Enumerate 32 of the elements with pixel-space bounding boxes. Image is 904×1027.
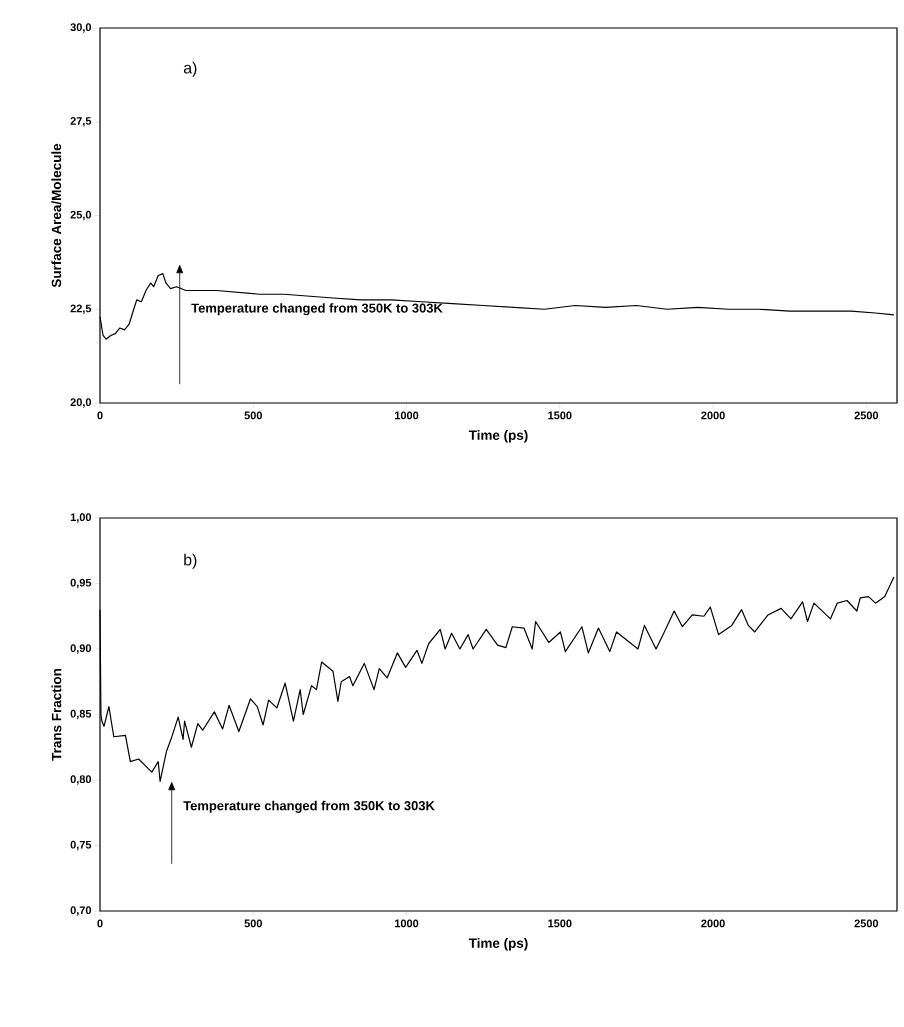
y-tick-label: 0,75 xyxy=(70,840,92,851)
x-tick-label: 1000 xyxy=(395,411,419,420)
y-tick-label: 27,5 xyxy=(70,117,92,127)
y-axis-title: Trans Fraction xyxy=(51,668,62,761)
y-tick-label: 22,5 xyxy=(70,304,92,314)
y-tick-label: 0,85 xyxy=(70,709,92,720)
x-axis-title: Time (ps) xyxy=(468,938,528,951)
x-tick-label: 0 xyxy=(97,919,103,928)
x-axis-title: Time (ps) xyxy=(468,430,528,443)
y-tick-label: 0,95 xyxy=(70,578,92,589)
annotation: Temperature changed from 350K to 303K xyxy=(183,800,435,813)
x-tick-label: 2500 xyxy=(854,411,879,420)
y-tick-label: 25,0 xyxy=(70,210,92,221)
y-tick-label: 0,80 xyxy=(70,775,92,785)
x-tick-label: 1500 xyxy=(548,411,572,420)
x-tick-label: 2000 xyxy=(701,411,725,420)
annotation: a) xyxy=(183,61,197,77)
x-tick-label: 2000 xyxy=(701,919,725,928)
x-tick-label: 2500 xyxy=(854,919,879,928)
annotation: b) xyxy=(184,553,197,569)
y-tick-label: 0,70 xyxy=(70,906,92,916)
x-tick-label: 500 xyxy=(244,411,262,420)
x-tick-label: 500 xyxy=(244,919,262,928)
y-tick-label: 20,0 xyxy=(70,398,92,408)
x-tick-label: 1500 xyxy=(548,919,572,928)
x-tick-label: 1000 xyxy=(395,919,419,928)
y-tick-label: 1,00 xyxy=(70,513,92,523)
x-tick-label: 0 xyxy=(97,411,103,420)
y-axis-title: Surface Area/Molecule xyxy=(51,143,62,288)
annotation: Temperature changed from 350K to 303K xyxy=(191,303,443,316)
y-tick-label: 30,0 xyxy=(70,23,92,33)
y-tick-label: 0,90 xyxy=(70,644,92,654)
